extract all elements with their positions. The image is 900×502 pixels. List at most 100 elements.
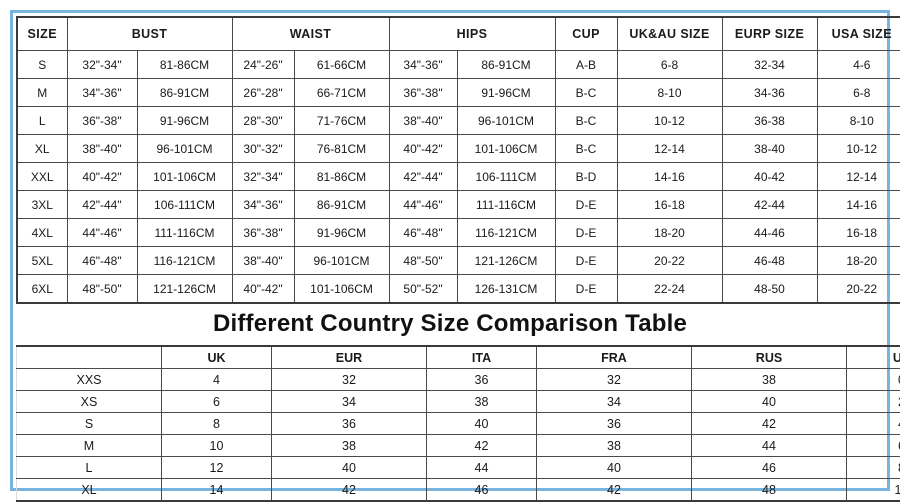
cell-hips-cm: 126-131CM (457, 275, 555, 304)
cell-us: 10 (847, 479, 900, 502)
cell-rus: 38 (692, 369, 847, 391)
measurement-header-row: SIZE BUST WAIST HIPS CUP UK&AU SIZE EURP… (17, 17, 900, 51)
header-eur: EUR (272, 346, 427, 369)
cell-waist-in: 32"-34" (232, 163, 294, 191)
cell-size: 3XL (17, 191, 67, 219)
header-cup: CUP (555, 17, 617, 51)
cell-usa: 10-12 (817, 135, 900, 163)
cell-rus: 48 (692, 479, 847, 502)
cell-hips-cm: 121-126CM (457, 247, 555, 275)
cell-cup: D-E (555, 191, 617, 219)
cell-bust-in: 48"-50" (67, 275, 137, 304)
cell-hips-cm: 116-121CM (457, 219, 555, 247)
cell-hips-in: 42"-44" (389, 163, 457, 191)
header-waist: WAIST (232, 17, 389, 51)
cell-uk-au: 14-16 (617, 163, 722, 191)
cell-usa: 4-6 (817, 51, 900, 79)
cell-waist-cm: 61-66CM (294, 51, 389, 79)
cell-waist-in: 30"-32" (232, 135, 294, 163)
cell-waist-in: 36"-38" (232, 219, 294, 247)
cell-size: M (17, 79, 67, 107)
table-row: 4XL 44"-46" 111-116CM 36"-38" 91-96CM 46… (17, 219, 900, 247)
cell-rus: 46 (692, 457, 847, 479)
cell-fra: 32 (537, 369, 692, 391)
cell-waist-in: 38"-40" (232, 247, 294, 275)
chart-outer-frame: SIZE BUST WAIST HIPS CUP UK&AU SIZE EURP… (10, 10, 890, 491)
cell-bust-cm: 101-106CM (137, 163, 232, 191)
cell-uk: 14 (162, 479, 272, 502)
cell-eurp: 48-50 (722, 275, 817, 304)
table-row: XXS 4 32 36 32 38 0 (17, 369, 900, 391)
header-usa: USA SIZE (817, 17, 900, 51)
cell-uk: 4 (162, 369, 272, 391)
country-header-row: UK EUR ITA FRA RUS US (17, 346, 900, 369)
body-measurement-table: SIZE BUST WAIST HIPS CUP UK&AU SIZE EURP… (16, 16, 900, 304)
header-uk-au: UK&AU SIZE (617, 17, 722, 51)
cell-hips-cm: 96-101CM (457, 107, 555, 135)
cell-ita: 36 (427, 369, 537, 391)
cell-cup: B-C (555, 107, 617, 135)
cell-fra: 40 (537, 457, 692, 479)
header-rus: RUS (692, 346, 847, 369)
cell-uk: 10 (162, 435, 272, 457)
header-bust: BUST (67, 17, 232, 51)
cell-size: XL (17, 135, 67, 163)
cell-ita: 44 (427, 457, 537, 479)
cell-size: 5XL (17, 247, 67, 275)
table-row: XL 38"-40" 96-101CM 30"-32" 76-81CM 40"-… (17, 135, 900, 163)
cell-size: S (17, 413, 162, 435)
cell-hips-cm: 101-106CM (457, 135, 555, 163)
header-size: SIZE (17, 17, 67, 51)
cell-size: 6XL (17, 275, 67, 304)
cell-hips-in: 34"-36" (389, 51, 457, 79)
cell-us: 2 (847, 391, 900, 413)
cell-cup: A-B (555, 51, 617, 79)
cell-us: 0 (847, 369, 900, 391)
table-row: M 34"-36" 86-91CM 26"-28" 66-71CM 36"-38… (17, 79, 900, 107)
cell-bust-in: 34"-36" (67, 79, 137, 107)
cell-bust-in: 38"-40" (67, 135, 137, 163)
cell-hips-in: 48"-50" (389, 247, 457, 275)
country-comparison-table: UK EUR ITA FRA RUS US XXS 4 32 36 32 38 … (16, 345, 900, 502)
cell-waist-in: 28"-30" (232, 107, 294, 135)
cell-eur: 42 (272, 479, 427, 502)
table-row: XXL 40"-42" 101-106CM 32"-34" 81-86CM 42… (17, 163, 900, 191)
header-eurp: EURP SIZE (722, 17, 817, 51)
cell-fra: 34 (537, 391, 692, 413)
header-hips: HIPS (389, 17, 555, 51)
cell-eur: 32 (272, 369, 427, 391)
cell-uk-au: 6-8 (617, 51, 722, 79)
cell-cup: D-E (555, 275, 617, 304)
cell-eurp: 42-44 (722, 191, 817, 219)
cell-waist-cm: 86-91CM (294, 191, 389, 219)
cell-us: 8 (847, 457, 900, 479)
measurement-table-head: SIZE BUST WAIST HIPS CUP UK&AU SIZE EURP… (17, 17, 900, 51)
cell-bust-in: 44"-46" (67, 219, 137, 247)
cell-rus: 40 (692, 391, 847, 413)
cell-rus: 44 (692, 435, 847, 457)
cell-eur: 38 (272, 435, 427, 457)
comparison-table-title: Different Country Size Comparison Table (16, 304, 884, 345)
cell-us: 4 (847, 413, 900, 435)
cell-bust-cm: 106-111CM (137, 191, 232, 219)
cell-hips-in: 44"-46" (389, 191, 457, 219)
cell-bust-in: 40"-42" (67, 163, 137, 191)
cell-hips-in: 36"-38" (389, 79, 457, 107)
cell-uk-au: 20-22 (617, 247, 722, 275)
header-blank-corner (17, 346, 162, 369)
cell-size: S (17, 51, 67, 79)
cell-bust-in: 42"-44" (67, 191, 137, 219)
cell-waist-cm: 101-106CM (294, 275, 389, 304)
table-row: XL 14 42 46 42 48 10 (17, 479, 900, 502)
cell-cup: B-C (555, 79, 617, 107)
cell-uk: 12 (162, 457, 272, 479)
cell-cup: D-E (555, 247, 617, 275)
cell-uk-au: 12-14 (617, 135, 722, 163)
table-row: S 32"-34" 81-86CM 24"-26" 61-66CM 34"-36… (17, 51, 900, 79)
cell-waist-cm: 91-96CM (294, 219, 389, 247)
cell-eur: 34 (272, 391, 427, 413)
cell-hips-cm: 91-96CM (457, 79, 555, 107)
cell-eur: 40 (272, 457, 427, 479)
header-ita: ITA (427, 346, 537, 369)
cell-bust-cm: 86-91CM (137, 79, 232, 107)
